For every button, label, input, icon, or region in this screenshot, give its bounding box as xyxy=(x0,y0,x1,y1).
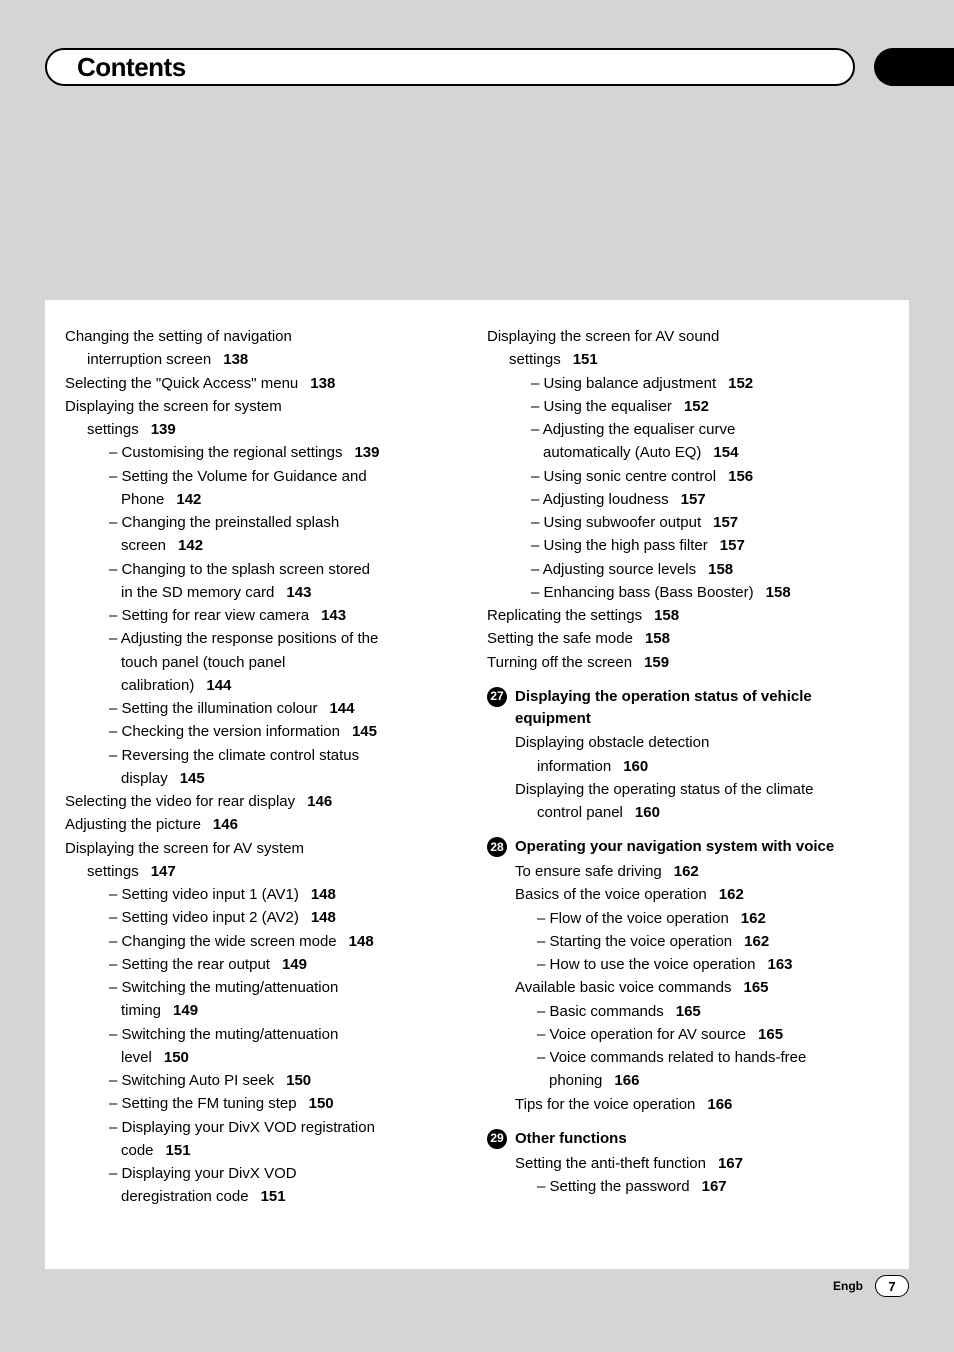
toc-entry: deregistration code151 xyxy=(65,1185,467,1208)
section-body: To ensure safe driving162Basics of the v… xyxy=(487,860,889,1116)
toc-entry: Tips for the voice operation166 xyxy=(515,1093,889,1116)
section-header: 29 Other functions xyxy=(487,1128,889,1150)
toc-entry: settings139 xyxy=(65,418,467,441)
toc-entry: – Enhancing bass (Bass Booster)158 xyxy=(487,581,889,604)
section-header: 28 Operating your navigation system with … xyxy=(487,836,889,858)
section-title: Displaying the operation status of vehic… xyxy=(515,686,889,730)
toc-entry: timing149 xyxy=(65,999,467,1022)
toc-entry: Adjusting the picture146 xyxy=(65,813,467,836)
toc-entry: – Voice commands related to hands-free xyxy=(515,1046,889,1069)
toc-entry: – Switching the muting/attenuation xyxy=(65,976,467,999)
toc-entry: – Adjusting the response positions of th… xyxy=(65,627,467,650)
toc-entry: – Setting the rear output149 xyxy=(65,953,467,976)
toc-entry: – Switching the muting/attenuation xyxy=(65,1023,467,1046)
right-column: Displaying the screen for AV soundsettin… xyxy=(487,325,889,1209)
header-black-tab xyxy=(874,48,954,86)
header-band: Contents xyxy=(45,48,954,86)
footer-lang: Engb xyxy=(833,1279,863,1293)
section-number-icon: 29 xyxy=(487,1129,507,1149)
toc-entry: – Customising the regional settings139 xyxy=(65,441,467,464)
toc-entry: Available basic voice commands165 xyxy=(515,976,889,999)
toc-entry: – Setting the Volume for Guidance and xyxy=(65,465,467,488)
toc-entry: – Using the equaliser152 xyxy=(487,395,889,418)
toc-entry: – Displaying your DivX VOD xyxy=(65,1162,467,1185)
toc-entry: Displaying the screen for AV system xyxy=(65,837,467,860)
toc-entry: – Setting the password167 xyxy=(515,1175,889,1198)
toc-entry: – Basic commands165 xyxy=(515,1000,889,1023)
toc-entry: Phone142 xyxy=(65,488,467,511)
toc-entry: calibration)144 xyxy=(65,674,467,697)
toc-entry: phoning166 xyxy=(515,1069,889,1092)
toc-entry: – Adjusting the equaliser curve xyxy=(487,418,889,441)
page: Contents Changing the setting of navigat… xyxy=(0,0,954,1352)
toc-entry: – Changing to the splash screen stored xyxy=(65,558,467,581)
footer: Engb 7 xyxy=(833,1275,909,1297)
toc-entry: – Using sonic centre control156 xyxy=(487,465,889,488)
section-body: Setting the anti-theft function167– Sett… xyxy=(487,1152,889,1199)
toc-entry: Basics of the voice operation162 xyxy=(515,883,889,906)
toc-entry: settings151 xyxy=(487,348,889,371)
toc-entry: Changing the setting of navigation xyxy=(65,325,467,348)
toc-entry: – Voice operation for AV source165 xyxy=(515,1023,889,1046)
toc-entry: – Checking the version information145 xyxy=(65,720,467,743)
toc-entry: – Flow of the voice operation162 xyxy=(515,907,889,930)
toc-entry: automatically (Auto EQ)154 xyxy=(487,441,889,464)
toc-entry: interruption screen138 xyxy=(65,348,467,371)
toc-entry: Displaying obstacle detection xyxy=(515,731,889,754)
toc-entry: – Setting the FM tuning step150 xyxy=(65,1092,467,1115)
header-pill: Contents xyxy=(45,48,855,86)
toc-entry: Turning off the screen159 xyxy=(487,651,889,674)
toc-entry: Displaying the operating status of the c… xyxy=(515,778,889,801)
toc-entry: touch panel (touch panel xyxy=(65,651,467,674)
section-title: Operating your navigation system with vo… xyxy=(515,836,834,858)
toc-entry: in the SD memory card143 xyxy=(65,581,467,604)
toc-entry: settings147 xyxy=(65,860,467,883)
toc-entry: screen142 xyxy=(65,534,467,557)
toc-entry: – Reversing the climate control status xyxy=(65,744,467,767)
toc-entry: Displaying the screen for AV sound xyxy=(487,325,889,348)
toc-entry: – Changing the wide screen mode148 xyxy=(65,930,467,953)
toc-entry: – Changing the preinstalled splash xyxy=(65,511,467,534)
toc-entry: level150 xyxy=(65,1046,467,1069)
toc-entry: – Setting video input 2 (AV2)148 xyxy=(65,906,467,929)
section-header: 27 Displaying the operation status of veh… xyxy=(487,686,889,730)
toc-entry: Selecting the "Quick Access" menu138 xyxy=(65,372,467,395)
toc-entry: Selecting the video for rear display146 xyxy=(65,790,467,813)
toc-entry: – Setting for rear view camera143 xyxy=(65,604,467,627)
contents-body: Changing the setting of navigationinterr… xyxy=(45,300,909,1269)
section-body: Displaying obstacle detectioninformation… xyxy=(487,731,889,824)
toc-entry: – Using subwoofer output157 xyxy=(487,511,889,534)
toc-entry: – Starting the voice operation162 xyxy=(515,930,889,953)
toc-entry: control panel160 xyxy=(515,801,889,824)
section-number-icon: 27 xyxy=(487,687,507,707)
toc-entry: – Adjusting source levels158 xyxy=(487,558,889,581)
toc-entry: – Using the high pass filter157 xyxy=(487,534,889,557)
toc-entry: – Switching Auto PI seek150 xyxy=(65,1069,467,1092)
toc-entry: Setting the anti-theft function167 xyxy=(515,1152,889,1175)
toc-entry: Setting the safe mode158 xyxy=(487,627,889,650)
toc-entry: Replicating the settings158 xyxy=(487,604,889,627)
toc-entry: – How to use the voice operation163 xyxy=(515,953,889,976)
toc-entry: code151 xyxy=(65,1139,467,1162)
toc-entry: display145 xyxy=(65,767,467,790)
toc-entry: information160 xyxy=(515,755,889,778)
section-title: Other functions xyxy=(515,1128,627,1150)
toc-entry: – Adjusting loudness157 xyxy=(487,488,889,511)
toc-entry: – Setting the illumination colour144 xyxy=(65,697,467,720)
section-number-icon: 28 xyxy=(487,837,507,857)
toc-entry: Displaying the screen for system xyxy=(65,395,467,418)
left-column: Changing the setting of navigationinterr… xyxy=(65,325,467,1209)
footer-page: 7 xyxy=(875,1275,909,1297)
toc-entry: – Using balance adjustment152 xyxy=(487,372,889,395)
toc-entry: – Setting video input 1 (AV1)148 xyxy=(65,883,467,906)
toc-entry: – Displaying your DivX VOD registration xyxy=(65,1116,467,1139)
toc-entry: To ensure safe driving162 xyxy=(515,860,889,883)
page-title: Contents xyxy=(77,52,186,83)
